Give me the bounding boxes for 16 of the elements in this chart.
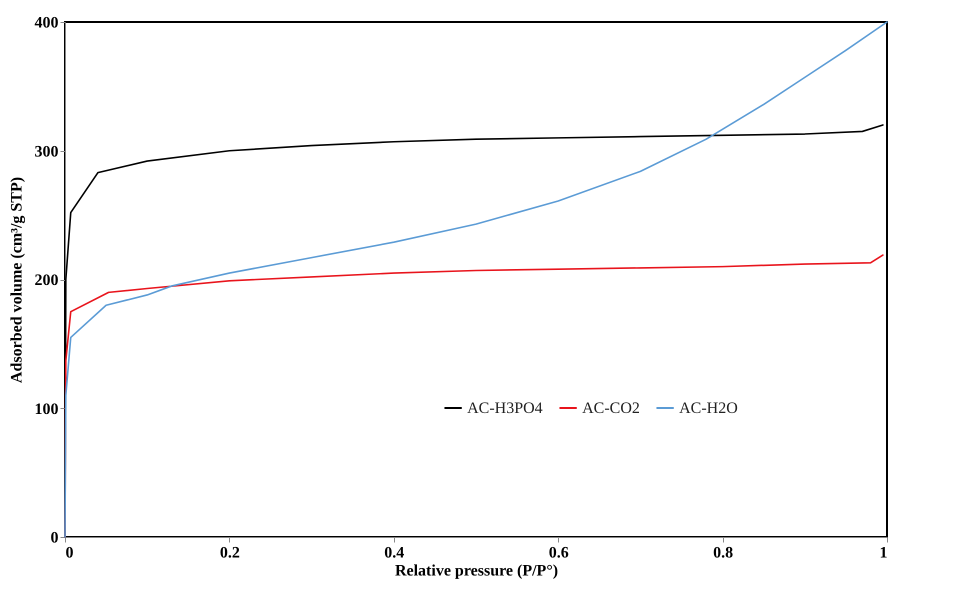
x-tick-label: 0.2 [220,544,240,562]
x-tick-label: 0.4 [384,544,404,562]
legend-label: AC-H2O [679,400,738,417]
y-tick-label: 400 [34,14,58,32]
y-tick-label: 100 [34,400,58,418]
legend-label: AC-H3PO4 [467,400,543,417]
y-tick-label: 300 [34,143,58,160]
x-tick-label: 0.6 [548,544,569,562]
y-axis-title: Adsorbed volume (cm³/g STP) [8,176,26,384]
x-tick-label: 0 [66,544,74,562]
y-tick-label: 0 [50,530,58,546]
x-tick-label: 1 [880,544,888,562]
legend-label: AC-CO2 [582,400,640,417]
x-tick-label: 0.8 [713,544,734,562]
x-axis-title: Relative pressure (P/P°) [394,562,558,580]
y-tick-label: 200 [34,272,58,289]
